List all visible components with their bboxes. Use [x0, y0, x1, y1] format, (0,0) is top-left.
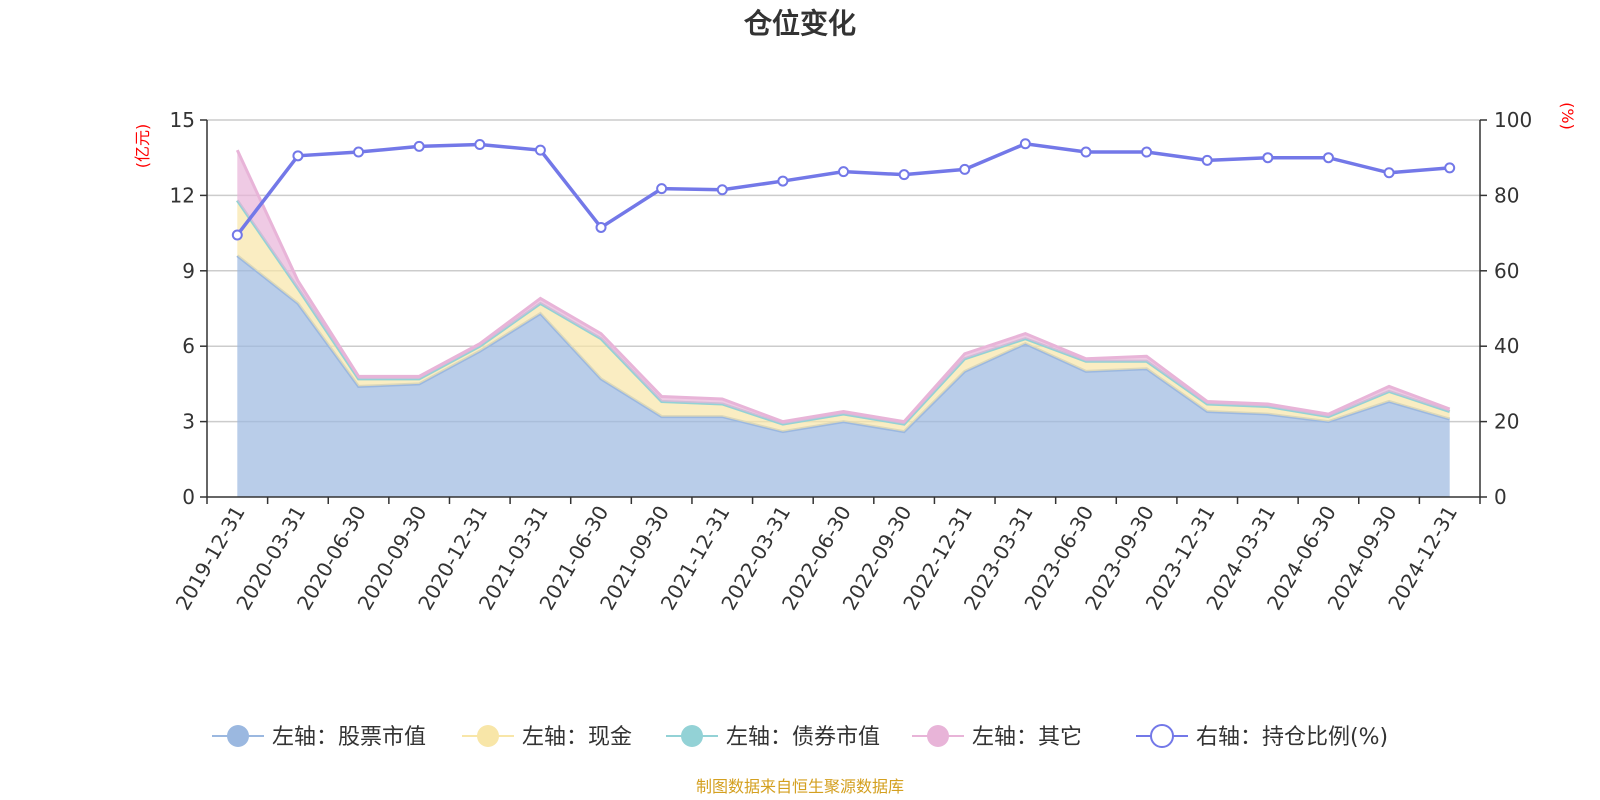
ratio-point [656, 183, 668, 195]
ratio-point [1444, 162, 1456, 174]
legend-item[interactable]: 左轴：股票市值 [212, 725, 426, 750]
right-tick-label: 0 [1494, 485, 1507, 509]
ratio-point [413, 140, 425, 152]
right-tick-label: 80 [1494, 183, 1519, 207]
ratio-line-series [231, 138, 1456, 241]
legend-marker-icon [681, 725, 703, 747]
ratio-point [1019, 138, 1031, 150]
ratio-point [1322, 152, 1334, 164]
legend-marker-icon [227, 725, 249, 747]
ratio-point [838, 166, 849, 178]
left-tick-label: 12 [170, 183, 195, 207]
legend-label: 左轴：其它 [972, 725, 1082, 750]
legend-item[interactable]: 左轴：债券市值 [666, 725, 880, 750]
legend-label: 右轴：持仓比例(%) [1196, 725, 1388, 750]
ratio-point [292, 150, 304, 162]
legend: 左轴：股票市值 左轴：现金 左轴：债券市值 左轴：其它 右轴：持仓比例(%) [212, 724, 1388, 750]
ratio-point [716, 184, 728, 196]
legend-label: 左轴：股票市值 [272, 725, 426, 750]
left-tick-label: 15 [170, 108, 195, 132]
chart-title: 仓位变化 [744, 7, 856, 40]
source-note: 制图数据来自恒生聚源数据库 [696, 777, 904, 796]
area-series [235, 149, 1451, 497]
ratio-point [1262, 152, 1274, 164]
ratio-point [777, 175, 789, 187]
left-tick-label: 0 [182, 485, 195, 509]
ratio-point [1080, 146, 1092, 158]
legend-marker-icon [927, 725, 949, 747]
left-tick-label: 3 [182, 410, 195, 434]
left-tick-label: 6 [182, 334, 195, 358]
left-tick-label: 9 [182, 259, 195, 283]
ratio-point [595, 221, 607, 233]
ratio-point [959, 163, 971, 175]
ratio-point [898, 169, 910, 181]
series-3-edge [235, 149, 1451, 424]
right-tick-label: 20 [1494, 410, 1519, 434]
right-tick-label: 60 [1494, 259, 1519, 283]
legend-item[interactable]: 右轴：持仓比例(%) [1136, 724, 1388, 750]
ratio-point [1383, 167, 1395, 179]
axes: 036912150204060801002019-12-312020-03-31… [170, 108, 1533, 614]
legend-marker-icon [1150, 724, 1174, 748]
legend-marker-icon [477, 725, 499, 747]
ratio-point [231, 229, 243, 241]
ratio-point [1141, 146, 1153, 158]
right-tick-label: 40 [1494, 334, 1519, 358]
legend-item[interactable]: 左轴：其它 [912, 725, 1082, 750]
ratio-point [353, 146, 365, 158]
series-0-area [237, 255, 1450, 497]
ratio-point [474, 139, 486, 151]
ratio-point [1201, 154, 1213, 166]
ratio-point [534, 144, 546, 156]
legend-item[interactable]: 左轴：现金 [462, 725, 632, 750]
right-axis-unit: (%) [1558, 102, 1577, 130]
right-tick-label: 100 [1494, 108, 1532, 132]
left-axis-unit: (亿元) [133, 124, 152, 169]
legend-label: 左轴：现金 [522, 725, 632, 750]
legend-label: 左轴：债券市值 [726, 725, 880, 750]
